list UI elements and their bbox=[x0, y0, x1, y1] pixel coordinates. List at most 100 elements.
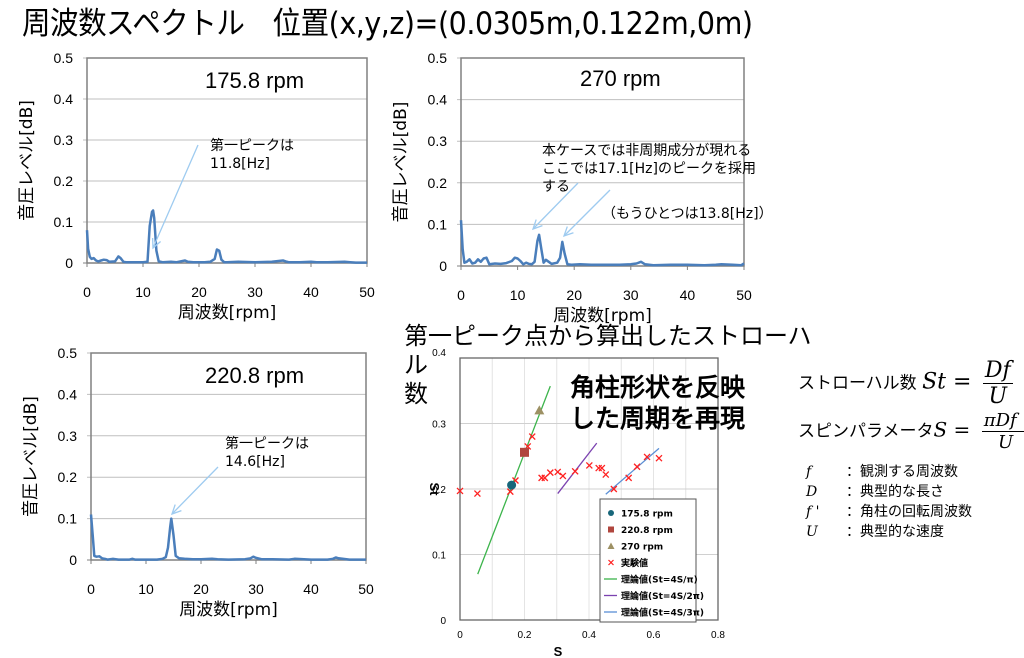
x-tick-label: 0.6 bbox=[647, 630, 661, 641]
definition-f: f ：観測する周波数 bbox=[806, 462, 972, 482]
x-tick-label: 50 bbox=[359, 284, 375, 300]
secondary-peak-annotation: （もうひとつは13.8[Hz]） bbox=[602, 206, 773, 222]
triangle-marker-icon bbox=[534, 405, 545, 415]
theory-line bbox=[477, 385, 551, 575]
x-tick-label: 0 bbox=[457, 630, 463, 641]
x-tick-label: 30 bbox=[248, 581, 264, 597]
spin-label: スピンパラメータ bbox=[798, 421, 934, 442]
x-tick-label: 10 bbox=[138, 581, 154, 597]
rpm-label: 220.8 rpm bbox=[205, 363, 304, 388]
legend-label: 理論値(St=4S/3π) bbox=[621, 607, 704, 619]
y-tick-label: 0.3 bbox=[432, 420, 446, 431]
triangle-marker-icon bbox=[607, 542, 615, 549]
experimental-marker-icon bbox=[559, 472, 567, 480]
experimental-marker-icon bbox=[595, 464, 603, 472]
peak-annotation: する bbox=[542, 179, 570, 195]
rpm-label: 270 rpm bbox=[580, 66, 661, 91]
y-tick-label: 0.1 bbox=[432, 551, 446, 562]
peak-annotation: 14.6[Hz] bbox=[225, 454, 285, 470]
strouhal-fraction: Df U bbox=[982, 358, 1013, 409]
legend-label: 220.8 rpm bbox=[621, 526, 673, 536]
spin-formula: スピンパラメータS = πDf ' U bbox=[798, 410, 1024, 453]
page-title: 周波数スペクトル 位置(x,y,z)=(0.0305m,0.122m,0m) bbox=[22, 6, 753, 42]
x-tick-label: 0 bbox=[457, 287, 465, 303]
plot-area: 0 0.1 0.2 0.3 0.4 0.5 0 10 20 30 40 50 周波数[rpm] 音圧レベル… bbox=[17, 50, 375, 323]
scatter-legend: 175.8 rpm 220.8 rpm 270 rpm 実験値理論値(St=4S/π)… bbox=[599, 498, 704, 623]
x-tick-label: 0.2 bbox=[518, 630, 532, 641]
spectrum-chart-220: 0 0.1 0.2 0.3 0.4 0.5 0 10 20 30 40 50 周波数[rpm] 音圧レベル… bbox=[21, 345, 374, 620]
strouhal-label: ストローハル数 bbox=[798, 373, 917, 394]
spectrum-chart-175: 0 0.1 0.2 0.3 0.4 0.5 0 10 20 30 40 50 周波数[rpm] 音圧レベル… bbox=[17, 50, 375, 323]
y-tick-label: 0.5 bbox=[428, 50, 448, 66]
y-tick-label: 0.1 bbox=[428, 216, 448, 232]
strouhal-numerator: Df bbox=[982, 358, 1013, 384]
definition-symbol: D bbox=[806, 484, 818, 500]
y-tick-label: 0.3 bbox=[428, 133, 448, 149]
scatter-title-line2: 数 bbox=[404, 380, 428, 408]
x-tick-label: 20 bbox=[193, 581, 209, 597]
y-tick-label: 0 bbox=[440, 616, 446, 627]
x-axis-label: 周波数[rpm] bbox=[178, 303, 277, 323]
peak-annotation: ここでは17.1[Hz]のピークを採用 bbox=[542, 161, 756, 177]
spectrum-chart-270: 0 0.1 0.2 0.3 0.4 0.5 0 10 20 30 40 50 周波数[rpm] 音圧レベル… bbox=[391, 50, 773, 326]
legend-label: 175.8 rpm bbox=[621, 510, 673, 520]
y-tick-label: 0.3 bbox=[58, 428, 78, 444]
x-tick-label: 50 bbox=[736, 287, 752, 303]
y-tick-label: 0 bbox=[439, 258, 447, 274]
y-tick-label: 0 bbox=[65, 255, 73, 271]
x-tick-label: 40 bbox=[303, 284, 319, 300]
strouhal-scatter-chart: 0 0.1 0.2 0.3 0.4 0 0.2 0.4 0.6 0.8 S St 175.8 rpm 22… bbox=[427, 348, 725, 658]
arrow-head-icon bbox=[562, 226, 574, 238]
scatter-title: 第一ピーク点から算出したストローハル 数 bbox=[404, 322, 834, 409]
rpm-label: 175.8 rpm bbox=[205, 68, 304, 93]
symbol-definitions: f ：観測する周波数 D ：典型的な長さ f ' ：角柱の回転周波数 U ：典型… bbox=[806, 462, 972, 542]
definition-text: ：典型的な長さ bbox=[846, 484, 944, 500]
x-tick-label: 40 bbox=[303, 581, 319, 597]
y-tick-label: 0.4 bbox=[428, 92, 448, 108]
x-axis-label: 周波数[rpm] bbox=[179, 600, 278, 620]
square-marker-icon bbox=[520, 447, 529, 457]
y-axis-label: 音圧レベル[dB] bbox=[17, 100, 37, 221]
experimental-marker-icon bbox=[554, 468, 562, 476]
experimental-marker-icon bbox=[610, 485, 618, 493]
spin-fraction: πDf ' U bbox=[981, 410, 1024, 453]
peak-annotation: 本ケースでは非周期成分が現れる bbox=[542, 143, 751, 159]
legend-label: 理論値(St=4S/2π) bbox=[621, 590, 704, 602]
experimental-marker-icon bbox=[585, 461, 593, 469]
definition-symbol: U bbox=[806, 524, 818, 540]
callout-line1: 角柱形状を反映 bbox=[570, 373, 746, 402]
legend-label: 理論値(St=4S/π) bbox=[621, 574, 698, 586]
y-tick-label: 0.4 bbox=[58, 386, 78, 402]
callout-line2: した周期を再現 bbox=[570, 404, 746, 433]
experimental-marker-icon bbox=[546, 469, 554, 477]
peak-annotation: 第一ピークは bbox=[210, 137, 294, 154]
plot-area: 0 0.1 0.2 0.3 0.4 0.5 0 10 20 30 40 50 周波数[rpm] 音圧レベル… bbox=[391, 50, 773, 326]
y-axis-label: 音圧レベル[dB] bbox=[21, 396, 41, 517]
callout-text: 角柱形状を反映 した周期を再現 bbox=[570, 372, 745, 434]
y-tick-label: 0.4 bbox=[432, 348, 446, 359]
theory-line bbox=[605, 447, 660, 495]
experimental-marker-icon bbox=[538, 474, 546, 482]
arrow-head-icon bbox=[151, 237, 162, 250]
experimental-marker-icon bbox=[598, 464, 606, 472]
y-tick-label: 0.5 bbox=[58, 345, 78, 361]
strouhal-denominator: U bbox=[988, 384, 1007, 409]
y-tick-label: 0.4 bbox=[54, 91, 74, 107]
arrow-head-icon bbox=[170, 504, 182, 516]
experimental-marker-icon bbox=[473, 490, 481, 498]
x-tick-label: 0.8 bbox=[711, 630, 725, 641]
square-marker-icon bbox=[608, 526, 614, 533]
y-tick-label: 0 bbox=[69, 552, 77, 568]
plot-area: 0 0.1 0.2 0.3 0.4 0.5 0 10 20 30 40 50 周波数[rpm] 音圧レベル… bbox=[21, 345, 374, 620]
definition-text: ：角柱の回転周波数 bbox=[846, 504, 972, 520]
experimental-marker-icon bbox=[541, 474, 549, 482]
experimental-marker-icon bbox=[633, 463, 641, 471]
annotation-arrow bbox=[152, 144, 199, 249]
spin-denominator: U bbox=[997, 432, 1014, 453]
arrow-head-icon bbox=[531, 219, 543, 231]
experimental-marker-icon bbox=[655, 454, 663, 462]
definition-f-prime: f ' ：角柱の回転周波数 bbox=[806, 502, 972, 522]
x-tick-label: 50 bbox=[358, 581, 374, 597]
spectrum-line bbox=[89, 514, 366, 561]
spectrum-line bbox=[459, 220, 745, 267]
